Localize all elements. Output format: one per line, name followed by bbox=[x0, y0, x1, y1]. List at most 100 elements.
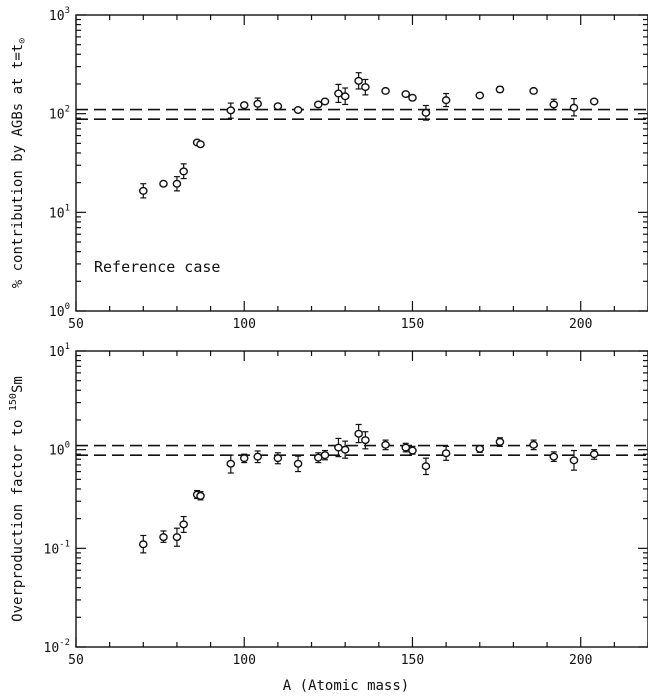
bottom-plot-frame bbox=[75, 350, 648, 648]
y-tick-label-exponent: 3 bbox=[65, 6, 70, 16]
y-tick-label-exponent: 0 bbox=[65, 302, 70, 312]
data-marker bbox=[589, 97, 599, 106]
data-marker bbox=[253, 452, 262, 461]
bottom-ticks bbox=[75, 350, 648, 648]
y-tick-label-exponent: 1 bbox=[65, 342, 70, 352]
bottom-panel: 10-2 10-1 100 101 50 100 150 200 Overproductio… bbox=[8, 342, 648, 694]
y-tick-label: 103 bbox=[49, 6, 70, 24]
top-annotation: Reference case bbox=[94, 258, 220, 276]
data-marker bbox=[408, 446, 417, 455]
data-point bbox=[441, 445, 451, 461]
data-point bbox=[320, 449, 330, 461]
data-marker bbox=[475, 91, 485, 100]
data-marker bbox=[179, 520, 188, 529]
y-tick-label: 100 bbox=[49, 441, 70, 459]
data-point bbox=[421, 457, 431, 476]
top-x-tick-labels: 50 100 150 200 bbox=[68, 317, 592, 332]
data-marker bbox=[340, 445, 350, 454]
data-point bbox=[549, 98, 559, 111]
data-point bbox=[401, 442, 411, 453]
y-tick-label: 102 bbox=[49, 105, 70, 123]
x-tick-label: 100 bbox=[232, 317, 255, 332]
data-point bbox=[179, 163, 188, 180]
y-tick-label-base: 10 bbox=[49, 206, 65, 221]
x-tick-label: 50 bbox=[68, 653, 84, 668]
data-marker bbox=[361, 436, 370, 445]
data-marker bbox=[441, 449, 451, 458]
data-point bbox=[381, 439, 390, 451]
data-point bbox=[495, 85, 505, 94]
data-marker bbox=[313, 100, 323, 109]
data-point bbox=[401, 90, 411, 99]
data-marker bbox=[441, 96, 451, 105]
data-point bbox=[569, 449, 579, 471]
data-point bbox=[159, 530, 168, 543]
data-point bbox=[475, 91, 485, 100]
data-point bbox=[354, 423, 363, 444]
data-marker bbox=[381, 440, 390, 449]
data-point bbox=[334, 83, 343, 104]
bottom-y-axis-label-main: Overproduction factor to bbox=[10, 411, 26, 622]
data-marker bbox=[239, 454, 249, 463]
data-marker bbox=[495, 85, 505, 94]
data-point bbox=[172, 176, 182, 192]
data-point bbox=[313, 452, 323, 464]
data-marker bbox=[354, 76, 363, 85]
data-marker bbox=[159, 533, 168, 542]
data-marker bbox=[196, 140, 205, 149]
x-axis-label: A (Atomic mass) bbox=[283, 678, 409, 694]
data-marker bbox=[273, 454, 283, 463]
top-y-axis-label: % contribution by AGBs at t=t⊙ bbox=[10, 38, 28, 288]
data-marker bbox=[334, 89, 343, 98]
data-marker bbox=[421, 462, 431, 471]
data-point bbox=[549, 451, 559, 463]
y-tick-label-base: 10 bbox=[49, 108, 65, 123]
data-point bbox=[226, 102, 236, 119]
y-tick-label: 101 bbox=[49, 342, 70, 360]
data-point bbox=[226, 454, 236, 474]
x-tick-label: 200 bbox=[569, 653, 592, 668]
data-point bbox=[253, 97, 262, 111]
data-point bbox=[441, 92, 451, 108]
data-point bbox=[340, 440, 350, 459]
data-point bbox=[273, 452, 283, 465]
data-point bbox=[381, 86, 390, 95]
data-marker bbox=[408, 93, 417, 102]
data-point bbox=[529, 86, 538, 95]
data-point bbox=[495, 437, 505, 447]
x-tick-label: 200 bbox=[569, 317, 592, 332]
data-point bbox=[253, 450, 262, 464]
bottom-y-axis-label: Overproduction factor to 150Sm bbox=[8, 376, 26, 622]
data-point bbox=[273, 102, 283, 111]
data-marker bbox=[138, 186, 148, 195]
bottom-y-axis-label-sup: 150 bbox=[8, 393, 19, 411]
data-point bbox=[138, 534, 148, 554]
data-point bbox=[529, 439, 538, 451]
bottom-y-tick-labels: 10-2 10-1 100 101 bbox=[44, 342, 71, 656]
data-marker bbox=[529, 440, 538, 449]
data-marker bbox=[361, 83, 370, 92]
bottom-x-tick-labels: 50 100 150 200 bbox=[68, 653, 592, 668]
x-tick-label: 100 bbox=[232, 653, 255, 668]
data-marker bbox=[196, 491, 205, 500]
data-point bbox=[313, 100, 323, 109]
data-marker bbox=[293, 105, 303, 114]
y-tick-label: 10-1 bbox=[44, 539, 71, 557]
y-tick-label: 10-2 bbox=[44, 638, 71, 656]
data-point bbox=[138, 183, 148, 199]
data-marker bbox=[354, 429, 363, 438]
y-tick-label-base: 10 bbox=[49, 345, 65, 360]
data-point bbox=[340, 87, 350, 106]
data-point bbox=[172, 527, 182, 547]
data-point bbox=[239, 101, 249, 110]
data-point bbox=[239, 453, 249, 464]
data-marker bbox=[340, 92, 350, 101]
data-marker bbox=[239, 101, 249, 110]
data-marker bbox=[421, 108, 431, 117]
data-point bbox=[361, 431, 370, 450]
data-marker bbox=[293, 459, 303, 468]
data-point bbox=[334, 437, 343, 458]
